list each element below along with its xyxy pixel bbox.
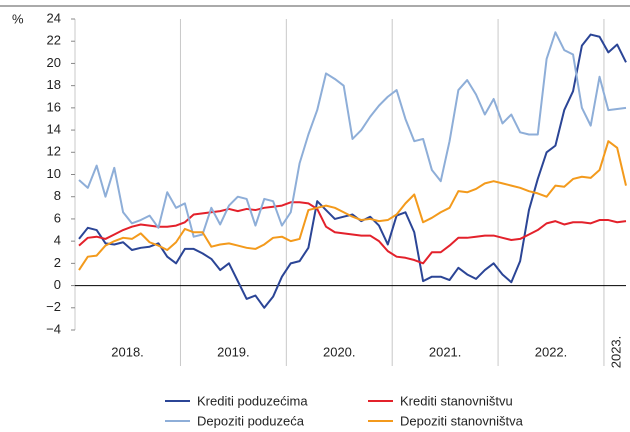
x-tick-label: 2020. <box>323 344 356 359</box>
y-tick-label: 2 <box>54 255 61 270</box>
y-tick-label: 20 <box>47 55 61 70</box>
y-tick-label: 12 <box>47 144 61 159</box>
y-tick-label: 14 <box>47 122 61 137</box>
y-tick-label: 10 <box>47 166 61 181</box>
x-tick-label: 2023. <box>609 336 624 369</box>
y-tick-label: 6 <box>54 210 61 225</box>
y-tick-label: 16 <box>47 99 61 114</box>
x-tick-label: 2022. <box>535 344 568 359</box>
y-tick-label: −2 <box>46 299 61 314</box>
y-tick-label: −4 <box>46 321 61 336</box>
x-tick-label: 2019. <box>217 344 250 359</box>
legend-label: Krediti poduzećima <box>197 393 308 408</box>
y-unit: % <box>12 11 24 26</box>
y-tick-label: 18 <box>47 77 61 92</box>
legend-label: Krediti stanovništvu <box>400 393 513 408</box>
x-tick-label: 2021. <box>429 344 462 359</box>
series-line <box>78 33 627 309</box>
series-line <box>78 31 627 238</box>
y-tick-label: 0 <box>54 277 61 292</box>
y-tick-label: 22 <box>47 33 61 48</box>
legend-label: Depoziti stanovništva <box>400 413 524 428</box>
y-tick-label: 8 <box>54 188 61 203</box>
x-tick-label: 2018. <box>111 344 144 359</box>
series-line <box>78 140 627 271</box>
y-tick-label: 24 <box>47 10 61 25</box>
legend-label: Depoziti poduzeća <box>197 413 305 428</box>
series-line <box>78 201 627 265</box>
y-tick-label: 4 <box>54 233 61 248</box>
